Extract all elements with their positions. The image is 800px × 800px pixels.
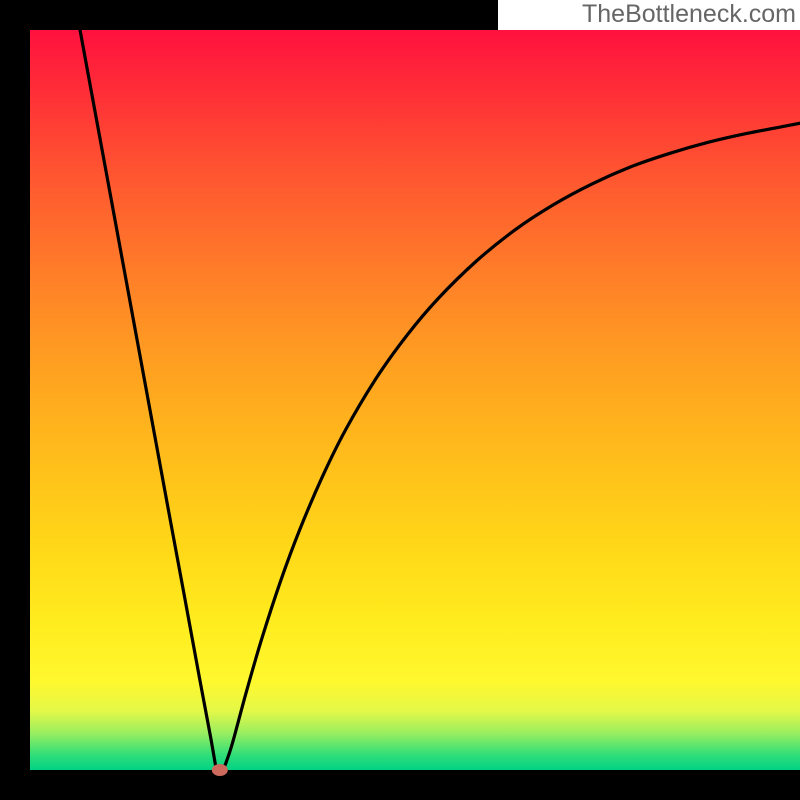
chart-frame-left [0,0,30,800]
bottleneck-chart-container: TheBottleneck.com [0,0,800,800]
chart-gradient-background [30,30,800,770]
chart-frame-bottom [0,770,800,800]
bottleneck-chart-svg [0,0,800,800]
optimum-marker [212,764,228,776]
site-watermark: TheBottleneck.com [582,0,796,29]
